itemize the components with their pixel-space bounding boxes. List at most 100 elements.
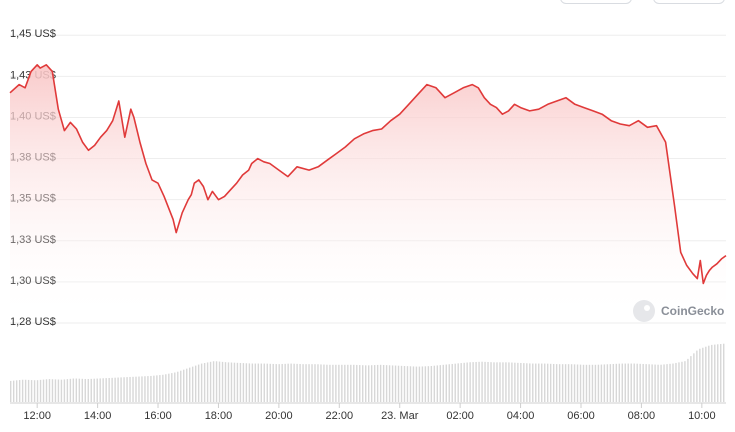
volume-bar: [409, 366, 412, 402]
volume-bar: [209, 361, 212, 402]
volume-bar: [165, 374, 167, 402]
volume-bar: [311, 364, 313, 402]
volume-bar: [382, 364, 385, 402]
volume-bar: [153, 375, 155, 402]
x-tick-label: 02:00: [446, 410, 474, 422]
volume-bar: [660, 364, 662, 402]
volume-bar: [129, 376, 131, 402]
volume-bar: [466, 362, 468, 402]
volume-bar: [21, 379, 24, 402]
volume-bar: [263, 363, 265, 402]
volume-bar: [654, 364, 656, 402]
volume-bar: [570, 364, 573, 402]
volume-bar: [651, 364, 653, 402]
volume-bar: [162, 374, 164, 402]
volume-bar: [391, 365, 394, 402]
volume-bar: [69, 378, 72, 402]
volume-bar: [51, 379, 54, 402]
volume-bar: [269, 363, 271, 402]
volume-bar: [227, 362, 230, 402]
volume-bar: [564, 364, 567, 402]
gecko-eye-icon: [644, 305, 650, 311]
volume-bar: [478, 361, 480, 402]
volume-bar: [174, 372, 176, 402]
volume-bar: [663, 364, 665, 402]
volume-bar: [239, 362, 242, 402]
volume-bar: [499, 362, 501, 402]
volume-bar: [711, 344, 713, 402]
volume-bar: [302, 364, 304, 402]
volume-bar: [132, 376, 134, 402]
volume-bar: [200, 363, 203, 402]
volume-bar: [215, 361, 218, 402]
volume-bar: [45, 379, 48, 402]
volume-bar: [723, 343, 725, 402]
volume-bar: [335, 364, 337, 402]
volume-bar: [529, 363, 531, 402]
volume-bar: [281, 363, 283, 402]
volume-bar: [406, 366, 409, 402]
volume-bar: [549, 363, 552, 402]
volume-bar: [597, 364, 600, 402]
volume-bar: [496, 362, 498, 402]
volume-bar: [194, 365, 197, 402]
volume-bar: [359, 365, 361, 402]
volume-bar: [615, 363, 618, 402]
volume-bar: [341, 364, 343, 402]
volume-bar: [105, 378, 107, 402]
volume-bar: [10, 380, 12, 402]
volume-bar: [338, 364, 340, 402]
volume-bar: [717, 344, 719, 402]
volume-bar: [582, 364, 585, 402]
volume-bar: [600, 364, 603, 402]
volume-bar: [672, 363, 674, 402]
volume-bar: [439, 365, 441, 402]
volume-bar: [75, 378, 78, 402]
volume-bar: [54, 379, 57, 402]
volume-bar: [675, 362, 677, 402]
volume-bar: [305, 364, 307, 402]
volume-bar: [353, 364, 355, 402]
volume-bar: [30, 380, 33, 402]
volume-bar: [320, 364, 322, 402]
volume-bar: [412, 366, 415, 402]
x-tick-label: 16:00: [144, 410, 172, 422]
volume-bar: [576, 364, 579, 402]
volume-bar: [332, 364, 334, 402]
volume-bar: [424, 366, 427, 402]
volume-bar: [135, 376, 137, 402]
volume-bar: [144, 376, 146, 402]
volume-bar: [708, 345, 710, 402]
volume-bar: [463, 362, 465, 402]
volume-bar: [66, 379, 69, 402]
volume-bar: [171, 373, 173, 402]
volume-bar: [526, 363, 528, 402]
volume-bar: [284, 363, 286, 402]
volume-bar: [514, 362, 516, 402]
volume-bar: [230, 362, 233, 402]
volume-bar: [532, 363, 534, 402]
volume-bar: [612, 363, 615, 402]
volume-bar: [427, 366, 430, 402]
volume-bar: [60, 379, 63, 402]
volume-bar: [27, 379, 30, 402]
volume-bar: [633, 363, 635, 402]
volume-bar: [138, 376, 140, 402]
volume-bar: [180, 370, 182, 402]
volume-bar: [257, 363, 260, 402]
volume-bar: [350, 364, 352, 402]
volume-bar: [344, 364, 346, 402]
volume-bar: [329, 364, 331, 402]
x-axis: 12:00 14:00 16:00 18:00 20:00 22:00 23. Mar 02:…: [23, 403, 716, 422]
volume-bar: [290, 363, 292, 402]
volume-bar: [254, 363, 257, 402]
volume-bar: [251, 363, 254, 402]
volume-bar: [714, 344, 716, 402]
volume-bar: [520, 362, 522, 402]
volume-bar: [78, 378, 81, 402]
volume-bar: [159, 375, 161, 402]
volume-bar: [373, 365, 376, 402]
volume-bar: [57, 379, 60, 402]
volume-bar: [541, 363, 543, 402]
volume-bar: [415, 366, 418, 402]
